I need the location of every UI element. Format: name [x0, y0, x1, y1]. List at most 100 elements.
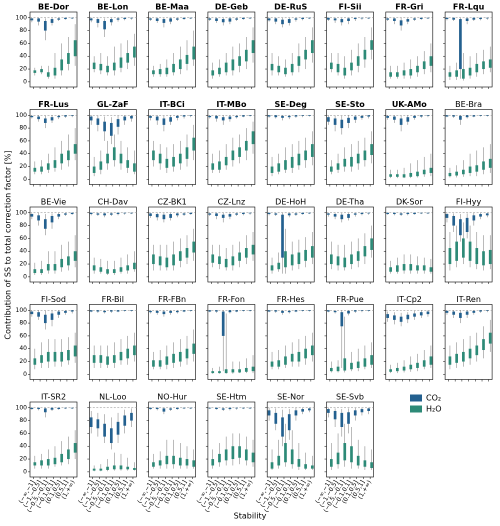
panel-frame	[385, 109, 434, 185]
box	[185, 54, 189, 64]
box	[46, 264, 50, 271]
box	[235, 18, 238, 20]
box	[133, 46, 136, 58]
box	[119, 465, 123, 470]
box	[33, 358, 37, 365]
legend-swatch	[410, 394, 422, 402]
panel-frame	[89, 401, 137, 478]
box	[448, 248, 452, 265]
box	[284, 443, 287, 463]
box	[445, 115, 449, 117]
box	[426, 17, 430, 19]
box	[224, 156, 228, 166]
box	[281, 417, 284, 437]
y-tick-label: 100	[16, 404, 28, 411]
box	[248, 407, 252, 409]
box	[57, 18, 61, 20]
box	[57, 115, 61, 118]
box	[109, 19, 113, 23]
box	[175, 310, 179, 313]
box	[336, 366, 340, 372]
box	[92, 62, 96, 70]
box	[267, 410, 271, 416]
box	[189, 115, 193, 116]
box	[482, 61, 485, 70]
box	[169, 117, 172, 122]
box	[459, 312, 462, 318]
panel-title: BE-Maa	[155, 3, 189, 12]
box	[406, 314, 410, 320]
box	[112, 147, 116, 161]
box	[386, 115, 390, 118]
box	[172, 63, 175, 73]
box	[192, 241, 196, 253]
box	[50, 19, 54, 23]
box	[462, 69, 465, 79]
box	[327, 117, 330, 122]
box	[370, 462, 373, 469]
box	[172, 254, 175, 266]
box	[367, 212, 371, 214]
box	[109, 428, 113, 444]
box	[116, 310, 120, 312]
box	[64, 115, 67, 117]
box	[96, 19, 100, 23]
box	[419, 312, 423, 316]
y-tick-label: 100	[16, 307, 28, 314]
box	[165, 257, 169, 268]
y-tick-label: 80	[19, 222, 27, 229]
box	[284, 160, 287, 170]
panel-frame	[207, 401, 256, 478]
panel-frame	[89, 304, 137, 380]
panel-frame	[148, 304, 196, 380]
box	[363, 49, 367, 60]
box	[452, 311, 456, 315]
box	[89, 212, 93, 215]
box	[340, 412, 344, 427]
box	[277, 262, 281, 270]
box	[350, 156, 353, 167]
box	[274, 310, 278, 312]
box	[308, 408, 311, 411]
box	[277, 360, 281, 367]
box	[251, 40, 255, 54]
box	[178, 351, 182, 362]
box	[238, 446, 241, 458]
box	[333, 118, 337, 125]
box	[60, 258, 64, 268]
panel-frame	[326, 206, 374, 283]
box	[119, 351, 123, 361]
box	[301, 310, 304, 311]
box	[149, 18, 152, 20]
box	[327, 213, 330, 215]
box	[465, 18, 469, 21]
y-tick-label: 0	[23, 273, 27, 280]
box	[162, 19, 166, 23]
box	[224, 369, 228, 374]
box	[301, 115, 304, 116]
box	[215, 310, 218, 312]
box	[429, 356, 433, 365]
box	[409, 264, 413, 271]
box	[416, 171, 419, 177]
box	[70, 212, 74, 215]
box	[475, 165, 479, 172]
y-tick-label: 100	[16, 14, 28, 21]
y-tick-label: 0	[23, 176, 27, 183]
box	[347, 214, 350, 218]
box	[399, 118, 403, 125]
box	[211, 70, 215, 76]
box	[208, 310, 212, 312]
box	[133, 468, 136, 470]
panel-frame	[29, 401, 78, 478]
box	[30, 115, 34, 118]
box	[103, 20, 106, 30]
box	[182, 407, 186, 409]
box	[310, 465, 314, 469]
box	[360, 115, 364, 118]
box	[50, 407, 54, 410]
box	[297, 252, 301, 265]
box	[116, 212, 120, 215]
box	[267, 115, 271, 117]
box	[294, 18, 298, 20]
